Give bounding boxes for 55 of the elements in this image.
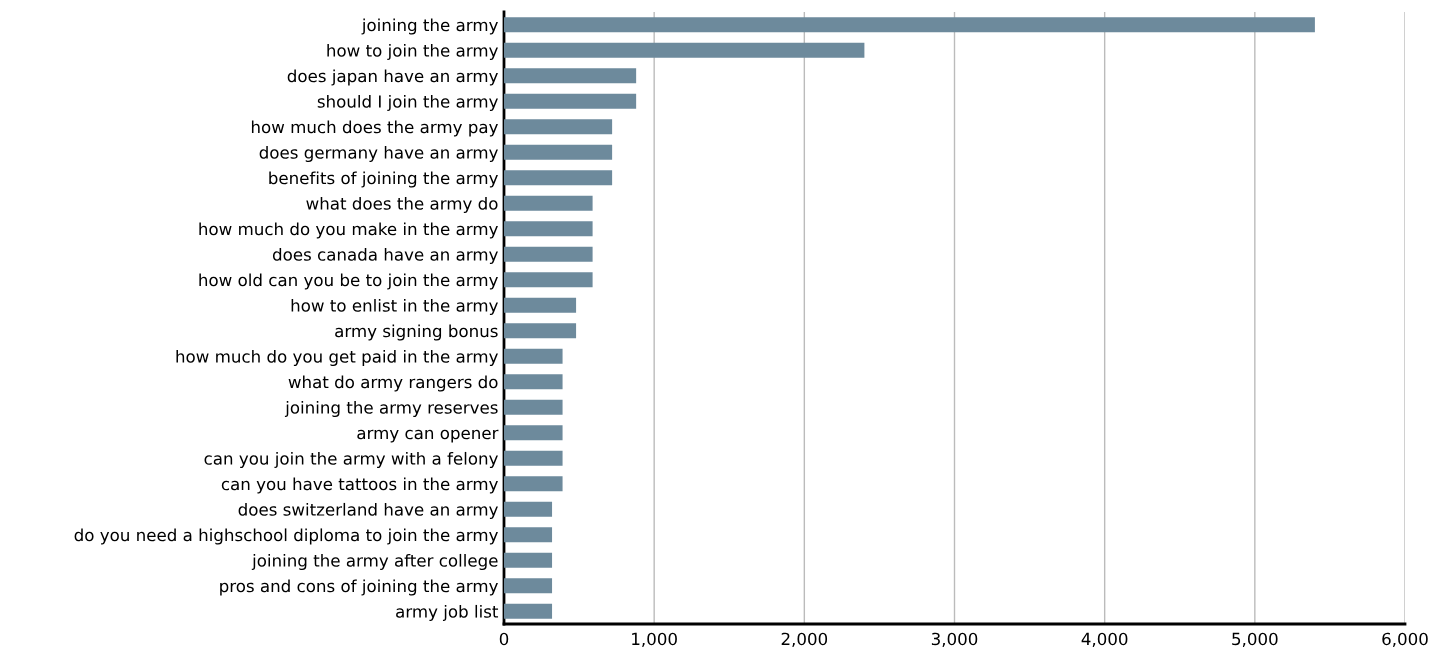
y-tick-label: joining the army reserves [284,400,498,418]
y-tick-label: pros and cons of joining the army [220,579,498,596]
y-tick-label: army can opener [357,429,499,443]
x-tick-label: 3,000 [931,632,978,647]
bar [504,425,563,441]
bar [504,476,563,492]
y-tick-label: does switzerland have an army [238,502,498,520]
y-tick-label: how to enlist in the army [291,298,498,316]
bar [504,144,613,160]
bar [504,348,563,364]
bar [504,552,553,568]
y-tick-label: does canada have an army [272,247,498,265]
x-tick-label: 4,000 [1081,632,1128,647]
y-tick-label: how much does the army pay [251,120,498,137]
bar [504,119,613,135]
y-tick-label: how much do you make in the army [199,222,498,239]
y-tick-label: can you have tattoos in the army [221,477,498,494]
x-tick-label: 6,000 [1382,632,1428,647]
x-tick-label: 2,000 [781,632,828,647]
y-tick-label: do you need a highschool diploma to join the army [74,528,498,545]
bar [504,170,613,186]
y-tick-label: joining the army after college [251,553,498,571]
bar [504,323,577,339]
bar [504,603,553,619]
y-tick-label: benefits of joining the army [269,171,498,188]
bar [504,501,553,517]
bar [504,17,1315,33]
bar [504,578,553,594]
y-tick-label: how old can you be to join the army [199,273,498,290]
bar [504,246,593,262]
y-tick-label: how much do you get paid in the army [176,349,498,367]
y-tick-label: can you join the army with a felony [204,451,498,469]
x-tick-label: 0 [499,632,509,646]
x-tick-label: 5,000 [1232,632,1278,647]
y-tick-label: how to join the army [327,43,498,61]
y-tick-label: joining the army [361,18,498,35]
bar [504,93,637,109]
bar [504,195,593,211]
y-tick-label: does germany have an army [259,145,498,163]
bar [504,68,637,84]
y-tick-label: does japan have an army [287,69,498,86]
bar [504,450,563,466]
bar [504,272,593,288]
y-tick-label: army job list [396,604,499,622]
bar [504,374,563,390]
bar [504,297,577,313]
y-tick-label: should I join the army [317,94,498,112]
bar [504,42,865,58]
bar [504,399,563,415]
y-tick-label: what does the army do [306,196,498,214]
bar [504,527,553,543]
x-tick-label: 1,000 [632,632,677,647]
y-tick-label: what do army rangers do [288,375,498,392]
y-tick-label: army signing bonus [335,324,498,341]
bar [504,221,593,237]
